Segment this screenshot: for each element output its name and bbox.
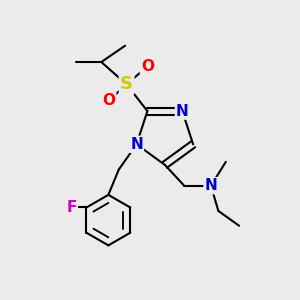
- Text: N: N: [176, 103, 189, 118]
- Text: O: O: [141, 59, 154, 74]
- Text: N: N: [205, 178, 217, 193]
- Text: F: F: [66, 200, 77, 215]
- Text: N: N: [130, 137, 143, 152]
- Text: S: S: [120, 75, 133, 93]
- Text: O: O: [102, 93, 115, 108]
